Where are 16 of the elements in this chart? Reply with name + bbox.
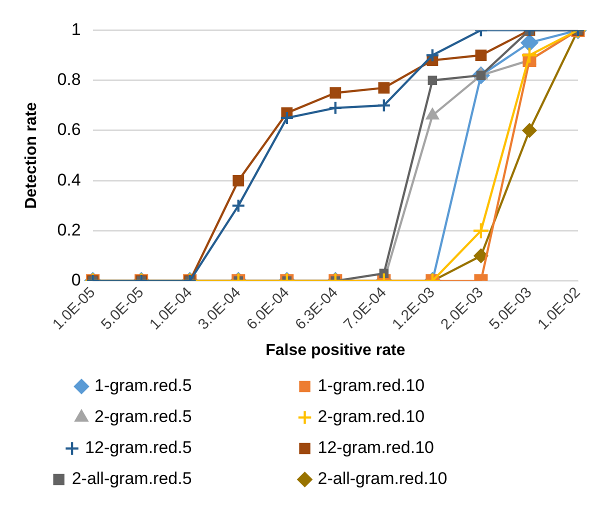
legend-label: 2-gram.red.5 <box>94 407 286 426</box>
y-tick-label: 1 <box>71 20 81 39</box>
y-tick-label: 0.2 <box>57 220 81 240</box>
y-axis-title: Detection rate <box>23 102 40 209</box>
y-tick-label: 0 <box>71 270 81 290</box>
y-tick-label: 0.6 <box>57 120 81 140</box>
legend-label: 12-gram.red.5 <box>85 438 286 458</box>
x-axis-title: False positive rate <box>266 342 406 359</box>
legend-label: 2-all-gram.red.5 <box>72 469 286 488</box>
legend-label: 1-gram.red.10 <box>318 376 520 396</box>
y-tick-label: 0.8 <box>57 70 81 90</box>
legend-label: 2-gram.red.10 <box>318 407 520 426</box>
legend-label: 12-gram.red.10 <box>318 438 528 458</box>
y-tick-label: 0.4 <box>57 170 81 190</box>
legend-label: 1-gram.red.5 <box>94 376 286 396</box>
legend-label: 2-all-gram.red.10 <box>318 469 542 488</box>
